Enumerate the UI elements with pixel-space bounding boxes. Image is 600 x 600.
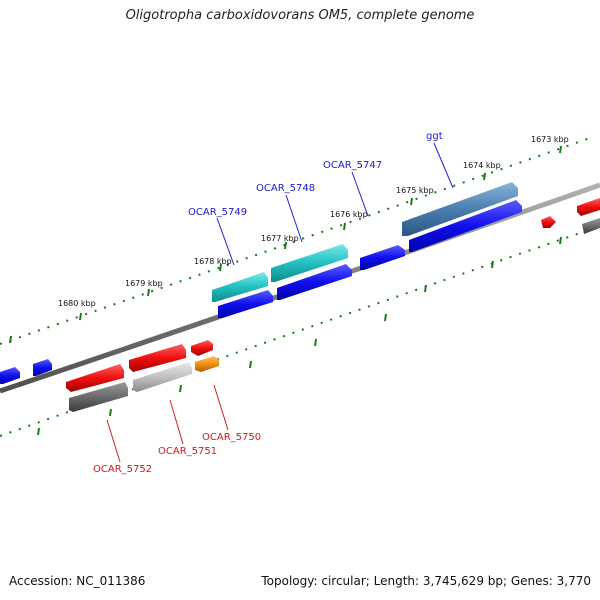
gene-label-ggt[interactable]: ggt [426, 131, 443, 142]
gene-label-ocar-5750[interactable]: OCAR_5750 [202, 432, 261, 443]
inner-major-ticks [37, 236, 562, 436]
gene-label-ocar-5752[interactable]: OCAR_5752 [93, 464, 152, 475]
gene-label-ocar-5751[interactable]: OCAR_5751 [158, 446, 217, 457]
tick-label: 1679 kbp [125, 279, 163, 288]
gene-ocar-5748-rna[interactable] [271, 244, 348, 282]
tick-label: 1680 kbp [58, 299, 96, 308]
outer-major-ticks [9, 145, 562, 344]
gene-label-ocar-5749[interactable]: OCAR_5749 [188, 207, 247, 218]
gene-label-ocar-5748[interactable]: OCAR_5748 [256, 183, 315, 194]
gene-ggt[interactable] [402, 182, 518, 236]
accession-text: Accession: NC_011386 [9, 574, 146, 588]
gene-reverse-right[interactable] [577, 198, 600, 216]
gene-ocar-5748[interactable] [277, 264, 352, 300]
bottom-leader-lines [106, 384, 229, 463]
gene-ocar-5749-rna[interactable] [212, 272, 268, 302]
gene-forward-edge[interactable] [0, 367, 20, 384]
gene-forward-far-left[interactable] [33, 359, 52, 376]
gene-ocar-5750[interactable] [195, 356, 219, 372]
tick-label: 1673 kbp [531, 135, 569, 144]
gene-ocar-5751-red[interactable] [129, 344, 186, 372]
tick-label: 1675 kbp [396, 186, 434, 195]
tick-label: 1677 kbp [261, 234, 299, 243]
gene-label-ocar-5747[interactable]: OCAR_5747 [323, 160, 382, 171]
gene-ocar-5752-red[interactable] [66, 364, 124, 392]
gene-gray-right[interactable] [582, 218, 600, 234]
gene-ocar-5752[interactable] [69, 382, 128, 412]
genome-title: Oligotropha carboxidovorans OM5, complet… [125, 8, 475, 23]
gene-forward-selected-copy[interactable] [409, 200, 522, 252]
gene-ocar-5750-red[interactable] [191, 340, 213, 356]
tick-label: 1678 kbp [194, 257, 232, 266]
gene-ocar-5747[interactable] [360, 245, 405, 270]
gene-ocar-5749[interactable] [218, 290, 273, 318]
gene-reverse-small[interactable] [541, 216, 556, 228]
top-leader-lines [216, 142, 454, 266]
gene-ocar-5751[interactable] [133, 362, 192, 392]
tick-label: 1674 kbp [463, 161, 501, 170]
tick-label: 1676 kbp [330, 210, 368, 219]
genome-summary-text: Topology: circular; Length: 3,745,629 bp… [261, 574, 591, 588]
